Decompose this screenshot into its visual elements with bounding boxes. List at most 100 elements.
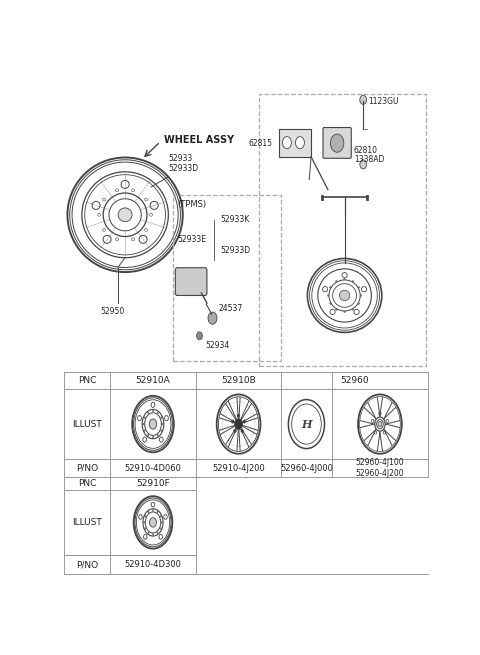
Circle shape	[157, 412, 158, 414]
Text: 52933E: 52933E	[177, 236, 206, 244]
Circle shape	[152, 410, 154, 412]
Ellipse shape	[361, 287, 367, 291]
FancyBboxPatch shape	[323, 128, 351, 159]
Circle shape	[149, 517, 156, 527]
Circle shape	[144, 417, 145, 419]
Circle shape	[147, 434, 149, 436]
Ellipse shape	[330, 303, 331, 305]
Ellipse shape	[336, 309, 337, 310]
Circle shape	[164, 515, 167, 519]
Circle shape	[282, 137, 291, 149]
Circle shape	[157, 511, 158, 513]
Circle shape	[330, 134, 344, 152]
Circle shape	[148, 511, 149, 513]
Circle shape	[148, 532, 149, 534]
Circle shape	[161, 521, 162, 523]
Circle shape	[144, 515, 146, 517]
Ellipse shape	[132, 189, 134, 192]
Ellipse shape	[344, 311, 346, 312]
Ellipse shape	[103, 235, 111, 244]
Text: 52933D: 52933D	[220, 246, 250, 255]
Text: 52910A: 52910A	[136, 376, 170, 385]
Circle shape	[379, 412, 381, 415]
Text: 1338AD: 1338AD	[354, 155, 384, 164]
Circle shape	[161, 417, 162, 419]
Ellipse shape	[118, 208, 132, 221]
Circle shape	[208, 312, 217, 324]
Text: 52960: 52960	[340, 376, 369, 385]
Circle shape	[196, 332, 203, 340]
Circle shape	[147, 412, 149, 414]
Text: 52960-4J000: 52960-4J000	[280, 464, 333, 473]
Circle shape	[160, 528, 161, 529]
Circle shape	[162, 423, 163, 425]
Circle shape	[375, 417, 385, 431]
Circle shape	[383, 431, 385, 434]
Text: 52910F: 52910F	[136, 479, 170, 488]
Circle shape	[374, 431, 377, 434]
Circle shape	[144, 528, 146, 529]
Circle shape	[234, 429, 236, 432]
Text: WHEEL ASSY: WHEEL ASSY	[164, 135, 234, 145]
Text: ILLUST: ILLUST	[72, 518, 102, 527]
Text: ILLUST: ILLUST	[72, 420, 102, 428]
Text: 62815: 62815	[249, 139, 273, 147]
Circle shape	[149, 419, 157, 429]
Circle shape	[159, 534, 162, 539]
Circle shape	[360, 160, 367, 169]
Text: 62810: 62810	[354, 145, 378, 155]
Ellipse shape	[352, 309, 354, 310]
Ellipse shape	[98, 214, 101, 216]
Ellipse shape	[144, 229, 147, 231]
Text: PNC: PNC	[78, 376, 96, 385]
Ellipse shape	[103, 198, 106, 201]
Text: 24537: 24537	[218, 303, 242, 312]
FancyBboxPatch shape	[175, 268, 207, 295]
Ellipse shape	[344, 278, 346, 280]
FancyBboxPatch shape	[279, 129, 311, 157]
Circle shape	[231, 420, 234, 423]
Ellipse shape	[92, 201, 100, 210]
Circle shape	[360, 95, 367, 104]
Circle shape	[237, 414, 240, 417]
Circle shape	[160, 515, 161, 517]
Ellipse shape	[103, 229, 106, 231]
Text: 52910B: 52910B	[221, 376, 256, 385]
Circle shape	[143, 437, 146, 442]
Circle shape	[296, 137, 304, 149]
Ellipse shape	[352, 280, 354, 282]
Text: 52950: 52950	[100, 307, 124, 316]
Text: 52910-4D300: 52910-4D300	[125, 560, 181, 569]
Circle shape	[153, 534, 154, 535]
Circle shape	[159, 437, 163, 442]
Ellipse shape	[323, 287, 328, 291]
Ellipse shape	[116, 238, 119, 241]
Ellipse shape	[330, 309, 335, 314]
Ellipse shape	[150, 214, 153, 216]
Circle shape	[151, 502, 155, 507]
Ellipse shape	[339, 290, 350, 301]
Circle shape	[138, 416, 142, 421]
Ellipse shape	[360, 295, 362, 296]
Circle shape	[152, 436, 154, 438]
Ellipse shape	[139, 235, 147, 244]
Circle shape	[144, 534, 147, 539]
Text: P/NO: P/NO	[76, 560, 98, 569]
Circle shape	[153, 510, 154, 511]
Text: 52910-4J200: 52910-4J200	[212, 464, 265, 473]
Circle shape	[378, 421, 382, 427]
Circle shape	[144, 430, 145, 432]
Circle shape	[157, 532, 158, 534]
Circle shape	[157, 434, 158, 436]
Text: P/NO: P/NO	[76, 464, 98, 473]
Ellipse shape	[358, 286, 360, 288]
Ellipse shape	[144, 198, 147, 201]
Circle shape	[165, 416, 168, 421]
Ellipse shape	[354, 309, 359, 314]
Circle shape	[161, 430, 162, 432]
Text: 52934: 52934	[205, 341, 229, 350]
Circle shape	[372, 419, 374, 422]
Ellipse shape	[150, 201, 158, 210]
Text: (TPMS): (TPMS)	[177, 200, 206, 209]
Ellipse shape	[121, 180, 129, 189]
